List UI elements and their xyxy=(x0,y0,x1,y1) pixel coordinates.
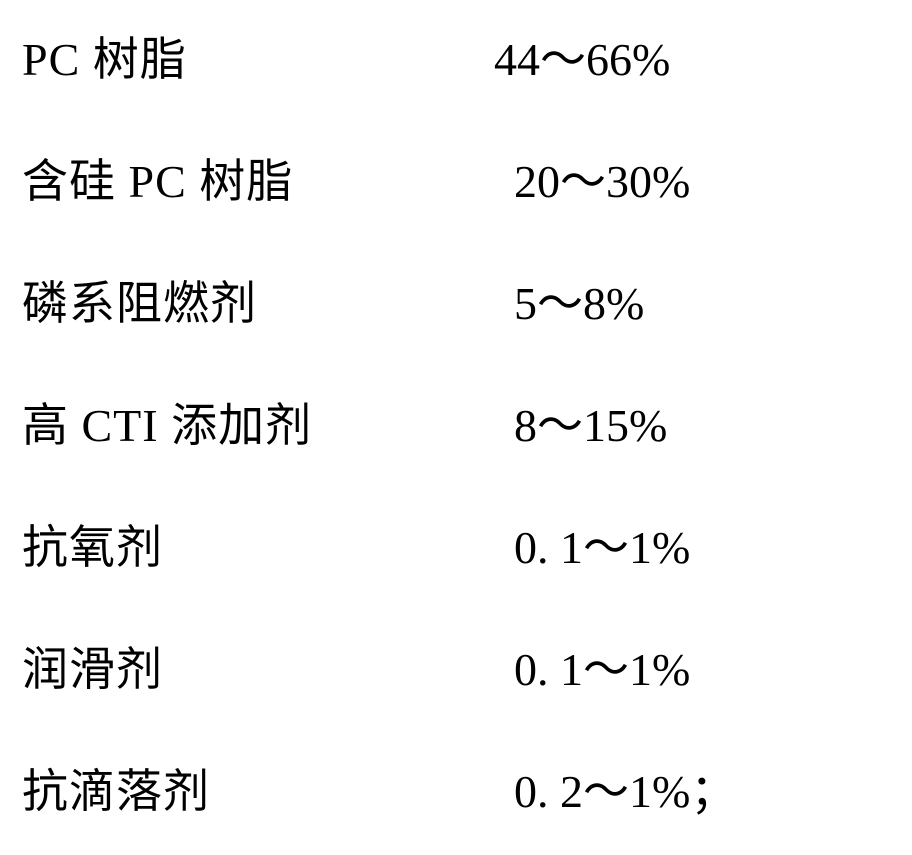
ingredient-value: 20～30% xyxy=(514,159,690,205)
ingredient-value: 5～8% xyxy=(514,281,644,327)
table-row: 润滑剂 0. 1～1% xyxy=(0,610,912,732)
ingredient-value: 44～66% xyxy=(494,37,670,83)
table-row: 磷系阻燃剂 5～8% xyxy=(0,244,912,366)
table-row: 抗滴落剂 0. 2～1%； xyxy=(0,732,912,854)
ingredient-value: 0. 1～1% xyxy=(514,525,690,571)
ingredient-label: 润滑剂 xyxy=(22,647,163,693)
table-row: 抗氧剂 0. 1～1% xyxy=(0,488,912,610)
ingredient-value: 0. 2～1%； xyxy=(514,769,736,815)
ingredient-value: 0. 1～1% xyxy=(514,647,690,693)
composition-list: PC 树脂 44～66% 含硅 PC 树脂 20～30% 磷系阻燃剂 5～8% … xyxy=(0,0,912,855)
ingredient-label: 含硅 PC 树脂 xyxy=(22,159,293,205)
ingredient-label: 高 CTI 添加剂 xyxy=(22,403,312,449)
table-row: PC 树脂 44～66% xyxy=(0,0,912,122)
ingredient-value: 8～15% xyxy=(514,403,667,449)
ingredient-label: PC 树脂 xyxy=(22,37,187,83)
ingredient-label: 抗氧剂 xyxy=(22,525,163,571)
table-row: 含硅 PC 树脂 20～30% xyxy=(0,122,912,244)
ingredient-label: 抗滴落剂 xyxy=(22,769,210,815)
table-row: 高 CTI 添加剂 8～15% xyxy=(0,366,912,488)
ingredient-label: 磷系阻燃剂 xyxy=(22,281,257,327)
